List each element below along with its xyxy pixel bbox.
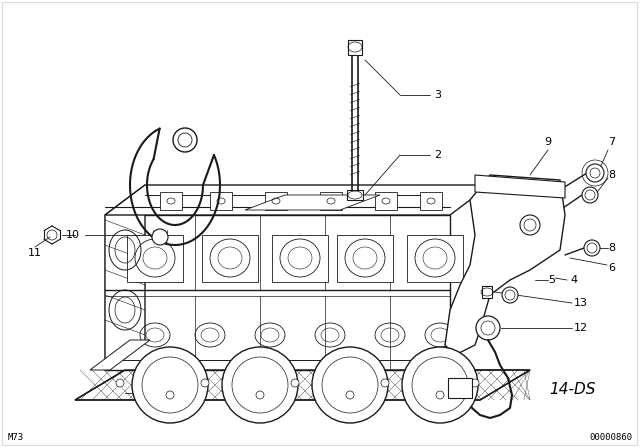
Polygon shape	[348, 40, 362, 55]
Text: 8: 8	[609, 243, 616, 253]
Text: 3: 3	[434, 90, 441, 100]
Text: 4: 4	[570, 275, 577, 285]
Polygon shape	[127, 235, 183, 282]
Circle shape	[166, 391, 174, 399]
Circle shape	[346, 391, 354, 399]
Polygon shape	[407, 235, 463, 282]
Text: 6: 6	[609, 263, 616, 273]
Polygon shape	[445, 175, 565, 355]
Circle shape	[312, 347, 388, 423]
Polygon shape	[337, 235, 393, 282]
Text: 11: 11	[28, 248, 42, 258]
Circle shape	[173, 128, 197, 152]
Text: 12: 12	[574, 323, 588, 333]
Polygon shape	[105, 185, 490, 215]
Text: 1: 1	[135, 388, 142, 398]
Polygon shape	[210, 192, 232, 210]
Polygon shape	[320, 192, 342, 210]
Polygon shape	[90, 340, 150, 370]
Polygon shape	[75, 370, 530, 400]
Polygon shape	[482, 286, 492, 298]
Polygon shape	[375, 192, 397, 210]
Polygon shape	[448, 378, 472, 398]
Circle shape	[222, 347, 298, 423]
Circle shape	[116, 379, 124, 387]
Circle shape	[471, 379, 479, 387]
Text: 8: 8	[609, 170, 616, 180]
Text: 5: 5	[548, 275, 556, 285]
Text: 14-DS: 14-DS	[549, 383, 595, 397]
Circle shape	[476, 316, 500, 340]
Polygon shape	[202, 235, 258, 282]
Text: M73: M73	[8, 434, 24, 443]
Circle shape	[152, 229, 168, 245]
Circle shape	[584, 240, 600, 256]
Circle shape	[256, 391, 264, 399]
Polygon shape	[420, 192, 442, 210]
Polygon shape	[475, 175, 565, 198]
Text: 7: 7	[609, 137, 616, 147]
Polygon shape	[265, 192, 287, 210]
Text: 2: 2	[434, 150, 441, 160]
Text: 00000860: 00000860	[589, 434, 632, 443]
Polygon shape	[272, 235, 328, 282]
Polygon shape	[160, 192, 182, 210]
Text: 9: 9	[545, 137, 552, 147]
Circle shape	[381, 379, 389, 387]
Circle shape	[436, 391, 444, 399]
Circle shape	[502, 287, 518, 303]
Polygon shape	[347, 190, 363, 200]
Circle shape	[132, 347, 208, 423]
Circle shape	[291, 379, 299, 387]
Polygon shape	[105, 215, 450, 370]
Circle shape	[582, 187, 598, 203]
Polygon shape	[105, 185, 145, 370]
Polygon shape	[245, 195, 380, 210]
Circle shape	[402, 347, 478, 423]
Text: 10: 10	[66, 230, 80, 240]
Circle shape	[201, 379, 209, 387]
Text: 13: 13	[574, 298, 588, 308]
Circle shape	[586, 164, 604, 182]
Circle shape	[520, 215, 540, 235]
